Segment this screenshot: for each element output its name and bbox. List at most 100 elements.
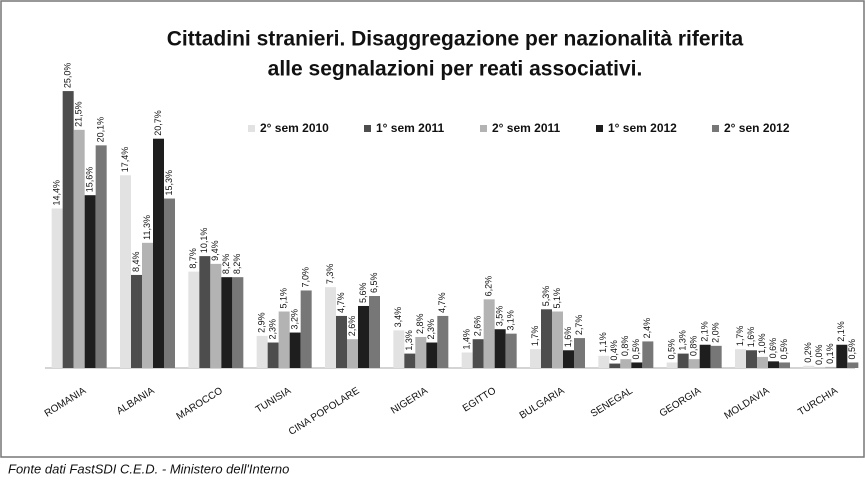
value-label: 4,7% [437,292,447,313]
value-label: 2,4% [642,318,652,339]
bar [836,344,848,368]
chart-title: Cittadini stranieri. Disaggregazione per… [167,28,744,51]
value-label: 1,3% [678,330,688,351]
value-label: 0,5% [631,339,641,360]
bar [210,263,222,368]
bar [325,287,336,368]
bar [563,350,574,368]
bar [552,311,563,368]
bar [300,290,312,368]
source-note: Fonte dati FastSDI C.E.D. - Ministero de… [8,461,289,476]
value-label: 3,2% [290,309,300,330]
value-label: 6,2% [484,276,494,297]
bar [153,138,164,368]
bar [666,362,678,368]
value-label: 15,3% [164,170,174,196]
legend-label: 2° sem 2010 [260,121,329,135]
bar [688,359,700,368]
value-label: 6,5% [369,272,379,293]
value-label: 8,4% [131,251,141,272]
bar [120,175,131,368]
value-label: 0,5% [667,339,677,360]
value-label: 0,5% [847,339,857,360]
legend-label: 1° sem 2012 [608,121,677,135]
legend-swatch [712,125,719,132]
bar [369,296,380,368]
value-label: 1,7% [735,326,745,347]
bar [530,349,541,368]
bar [256,335,268,368]
legend-label: 2° sen 2012 [724,121,790,135]
value-label: 1,0% [757,333,767,354]
value-label: 17,4% [120,147,130,173]
bar [358,305,369,368]
value-label: 20,7% [153,110,163,136]
bar [472,339,484,368]
value-label: 1,6% [746,327,756,348]
value-label: 15,6% [85,167,95,193]
bar [142,242,153,368]
legend-swatch [596,125,603,132]
value-label: 8,2% [232,254,242,275]
bar [267,342,279,368]
bar [95,145,107,368]
bar [393,330,405,368]
bar [505,333,517,368]
bar [710,345,722,368]
value-label: 20,1% [96,117,106,143]
bar [779,362,790,368]
bar [84,195,96,368]
bar [757,356,768,368]
bar [609,363,621,368]
bar [847,362,859,368]
value-label: 1,7% [530,326,540,347]
value-label: 9,4% [210,240,220,261]
value-label: 2,8% [415,313,425,334]
value-label: 5,1% [279,288,289,309]
bar [278,311,290,368]
bar [426,342,438,368]
value-label: 1,1% [598,332,608,353]
value-label: 2,0% [711,322,721,343]
value-label: 0,8% [620,336,630,357]
bar [746,350,757,368]
value-label: 2,9% [257,312,267,333]
bar [62,91,74,369]
chart-title: alle segnalazioni per reati associativi. [268,58,643,81]
bar [620,359,632,368]
value-label: 0,0% [814,344,824,365]
value-label: 2,3% [268,319,278,340]
value-label: 3,4% [393,307,403,328]
value-label: 21,5% [74,101,84,127]
value-label: 0,1% [825,343,835,364]
value-label: 1,4% [462,329,472,350]
value-label: 5,1% [552,288,562,309]
bar [677,353,689,368]
bar [483,299,495,368]
bar [188,271,200,368]
bar [631,362,643,368]
value-label: 0,2% [803,342,813,363]
chart-frame [0,0,865,458]
bar [461,352,473,368]
value-label: 2,1% [836,321,846,342]
bar [51,208,63,368]
value-label: 0,6% [768,338,778,359]
bar [825,366,837,368]
value-label: 1,3% [404,330,414,351]
bar [768,361,779,368]
bar [415,336,427,368]
value-label: 2,6% [473,316,483,337]
bar [803,365,815,368]
value-label: 0,8% [689,336,699,357]
bar [735,349,746,368]
bar [289,332,301,368]
bar [73,129,85,368]
value-label: 2,6% [347,316,357,337]
value-label: 2,3% [426,319,436,340]
legend-swatch [480,125,487,132]
value-label: 7,0% [301,267,311,288]
bar [164,198,175,368]
bar [642,341,654,368]
